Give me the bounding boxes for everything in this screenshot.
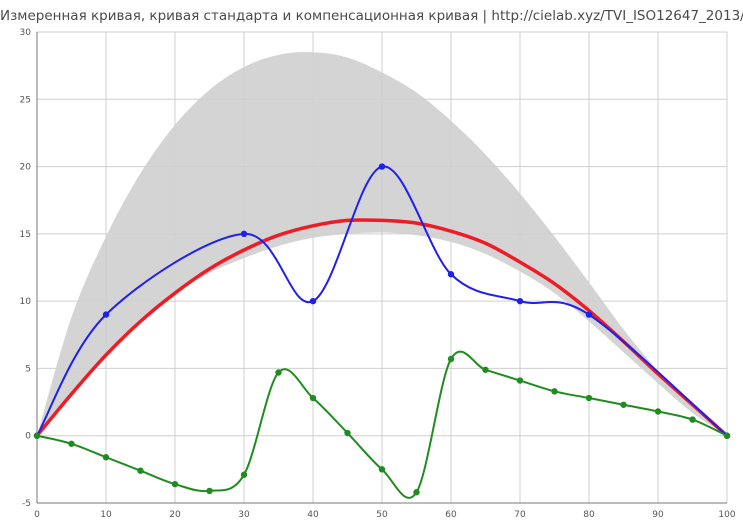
measured-line [36, 165, 728, 437]
chart-title: Измеренная кривая, кривая стандарта и ко… [0, 8, 743, 24]
y-tick-label: 0 [25, 432, 31, 442]
x-tick-label: 90 [652, 510, 664, 520]
compensation-point [447, 355, 455, 363]
x-tick-label: 80 [583, 510, 595, 520]
compensation-point [620, 401, 627, 408]
compensation-point [344, 429, 351, 437]
compensation-point [275, 369, 282, 376]
x-tick-label: 60 [445, 510, 457, 520]
x-tick-label: 50 [376, 510, 388, 520]
measured-point [447, 271, 455, 278]
y-tick-label: 30 [20, 28, 32, 38]
compensation-point [240, 471, 248, 478]
compensation-point [378, 466, 386, 473]
compensation-point [585, 394, 593, 402]
compensation-point [654, 408, 662, 415]
measured-point [378, 163, 386, 170]
measured-point [240, 230, 248, 238]
x-tick-label: 20 [169, 510, 181, 520]
measured-point [309, 297, 317, 305]
x-tick-label: 10 [100, 510, 112, 520]
compensation-point [413, 489, 420, 496]
x-tick-label: 70 [514, 510, 526, 520]
compensation-point [689, 416, 696, 423]
compensation-point [482, 366, 489, 373]
compensation-point [171, 480, 179, 488]
y-tick-label: -5 [22, 499, 31, 509]
y-tick-label: 5 [25, 364, 31, 374]
y-tick-label: 10 [20, 297, 32, 307]
compensation-point [68, 440, 75, 447]
measured-point [585, 311, 593, 318]
measured-point [516, 297, 524, 305]
tolerance-band [37, 52, 727, 436]
measured-point [102, 311, 110, 318]
compensation-point [516, 377, 524, 384]
x-tick-label: 30 [238, 510, 250, 520]
y-tick-label: 15 [20, 230, 31, 240]
x-tick-label: 0 [34, 510, 40, 520]
compensation-point [551, 388, 558, 395]
compensation-point [102, 454, 110, 461]
x-tick-label: 100 [718, 510, 735, 520]
compensation-point [723, 432, 731, 439]
x-tick-label: 40 [307, 510, 319, 520]
compensation-point [137, 467, 144, 474]
compensation-point [309, 394, 317, 402]
compensation-point [33, 432, 41, 439]
compensation-point [206, 487, 213, 495]
y-tick-label: 25 [20, 95, 31, 105]
y-tick-label: 20 [20, 163, 32, 173]
